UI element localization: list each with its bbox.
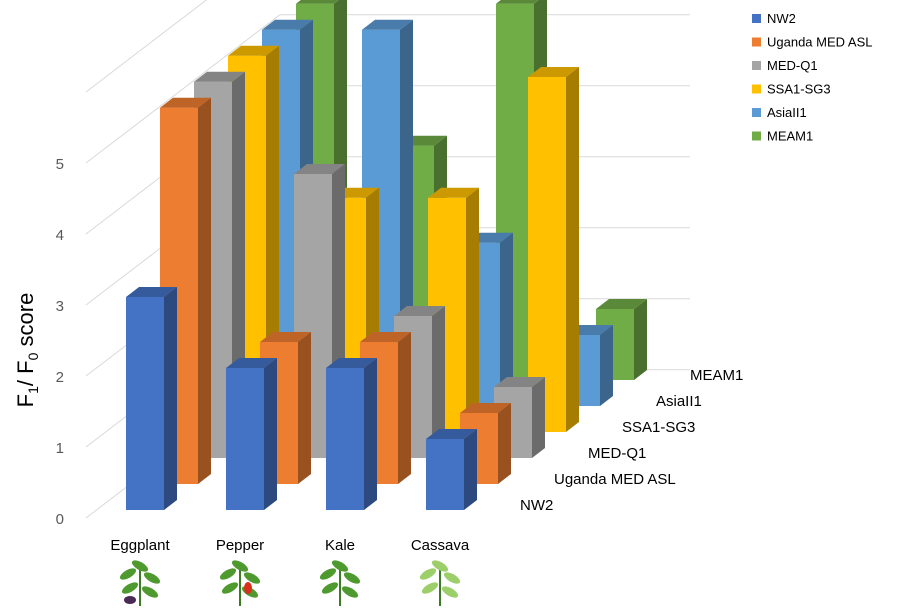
bar-side: [264, 358, 277, 510]
y-tick-label: 5: [56, 156, 64, 173]
category-label: Cassava: [411, 537, 470, 554]
y-tick-label: 1: [56, 440, 64, 457]
bar-top: [528, 67, 579, 77]
y-tick-label: 2: [56, 369, 64, 386]
legend-swatch: [752, 84, 761, 94]
depth-label: Uganda MED ASL: [554, 471, 676, 488]
plant-icon: [219, 560, 261, 606]
bar-side: [498, 403, 511, 484]
bar-NW2-Kale: [326, 358, 377, 510]
legend-swatch: [752, 108, 761, 117]
bar-top: [428, 187, 479, 198]
bar-front: [126, 297, 164, 510]
depth-label: NW2: [520, 497, 553, 514]
bar-top: [294, 164, 345, 174]
gridline-side: [85, 14, 281, 164]
plant-icons: [119, 560, 461, 606]
bar-front: [226, 368, 264, 510]
bar-side: [198, 97, 211, 484]
legend-item: MED-Q1: [752, 58, 818, 73]
bar-side: [634, 299, 647, 380]
legend-item: SSA1-SG3: [752, 82, 831, 97]
bar-side: [600, 325, 613, 406]
bar-side: [466, 187, 479, 432]
bar-NW2-Pepper: [226, 358, 277, 510]
bar-front: [528, 77, 566, 432]
bar-side: [398, 332, 411, 484]
depth-label: MEAM1: [690, 367, 743, 384]
bar-NW2-Cassava: [426, 429, 477, 510]
bar-top: [394, 306, 445, 316]
legend-label: Uganda MED ASL: [767, 35, 873, 50]
depth-label: MED-Q1: [588, 445, 646, 462]
bar-side: [164, 287, 177, 510]
category-label: Pepper: [216, 537, 264, 554]
bar-top: [360, 332, 411, 342]
bar-side: [464, 429, 477, 510]
legend-label: AsiaII1: [767, 105, 807, 120]
category-label: Kale: [325, 537, 355, 554]
bar-top: [596, 299, 647, 309]
bar-front: [426, 439, 464, 510]
y-tick-label: 4: [56, 227, 64, 244]
bar-side: [298, 332, 311, 484]
legend-label: SSA1-SG3: [767, 82, 831, 97]
legend-swatch: [752, 61, 761, 70]
legend: NW2 Uganda MED ASL MED-Q1 SSA1-SG3 AsiaII1 ME…: [752, 11, 873, 144]
bar-front: [326, 368, 364, 510]
bar-SSA1-SG3-Cassava: [528, 67, 579, 432]
bar-top: [460, 403, 511, 413]
legend-item: NW2: [752, 11, 796, 26]
category-labels: Eggplant Pepper Kale Cassava: [110, 537, 469, 554]
bar-side: [566, 67, 579, 432]
bar-side: [364, 358, 377, 510]
y-axis-label: F1/ F0 score: [13, 293, 41, 408]
bar-top: [228, 45, 279, 56]
bar-top: [260, 332, 311, 342]
legend-label: MED-Q1: [767, 58, 818, 73]
legend-swatch: [752, 37, 761, 47]
y-tick-label: 3: [56, 298, 64, 315]
bar-top: [494, 377, 545, 387]
bar-side: [432, 306, 445, 458]
bar-top: [226, 358, 277, 368]
legend-label: MEAM1: [767, 129, 813, 144]
legend-swatch: [752, 14, 761, 23]
plant-icon: [419, 560, 461, 606]
bar-top: [126, 287, 177, 297]
category-label: Eggplant: [110, 537, 170, 554]
plant-icon: [119, 560, 161, 606]
bar-top: [326, 358, 377, 368]
plant-icon: [319, 560, 361, 606]
bar-top: [262, 19, 313, 30]
legend-item: Uganda MED ASL: [752, 35, 873, 50]
bar-top: [160, 97, 211, 108]
y-tick-label: 0: [56, 511, 64, 528]
bars: [126, 0, 647, 510]
bar-top: [296, 0, 339, 4]
depth-label: AsiaII1: [656, 393, 702, 410]
legend-item: AsiaII1: [752, 105, 807, 120]
legend-item: MEAM1: [752, 129, 813, 144]
bar-top: [194, 71, 245, 82]
bar-top: [362, 19, 413, 30]
bar-top: [426, 429, 477, 439]
y-ticks: 0 1 2 3 4 5: [56, 156, 64, 528]
bar-top: [496, 0, 539, 4]
bar-side: [532, 377, 545, 458]
bar-side: [500, 232, 513, 406]
legend-label: NW2: [767, 11, 796, 26]
bar-NW2-Eggplant: [126, 287, 177, 510]
depth-label: SSA1-SG3: [622, 419, 695, 436]
gridline-side: [85, 0, 208, 93]
legend-swatch: [752, 131, 761, 141]
